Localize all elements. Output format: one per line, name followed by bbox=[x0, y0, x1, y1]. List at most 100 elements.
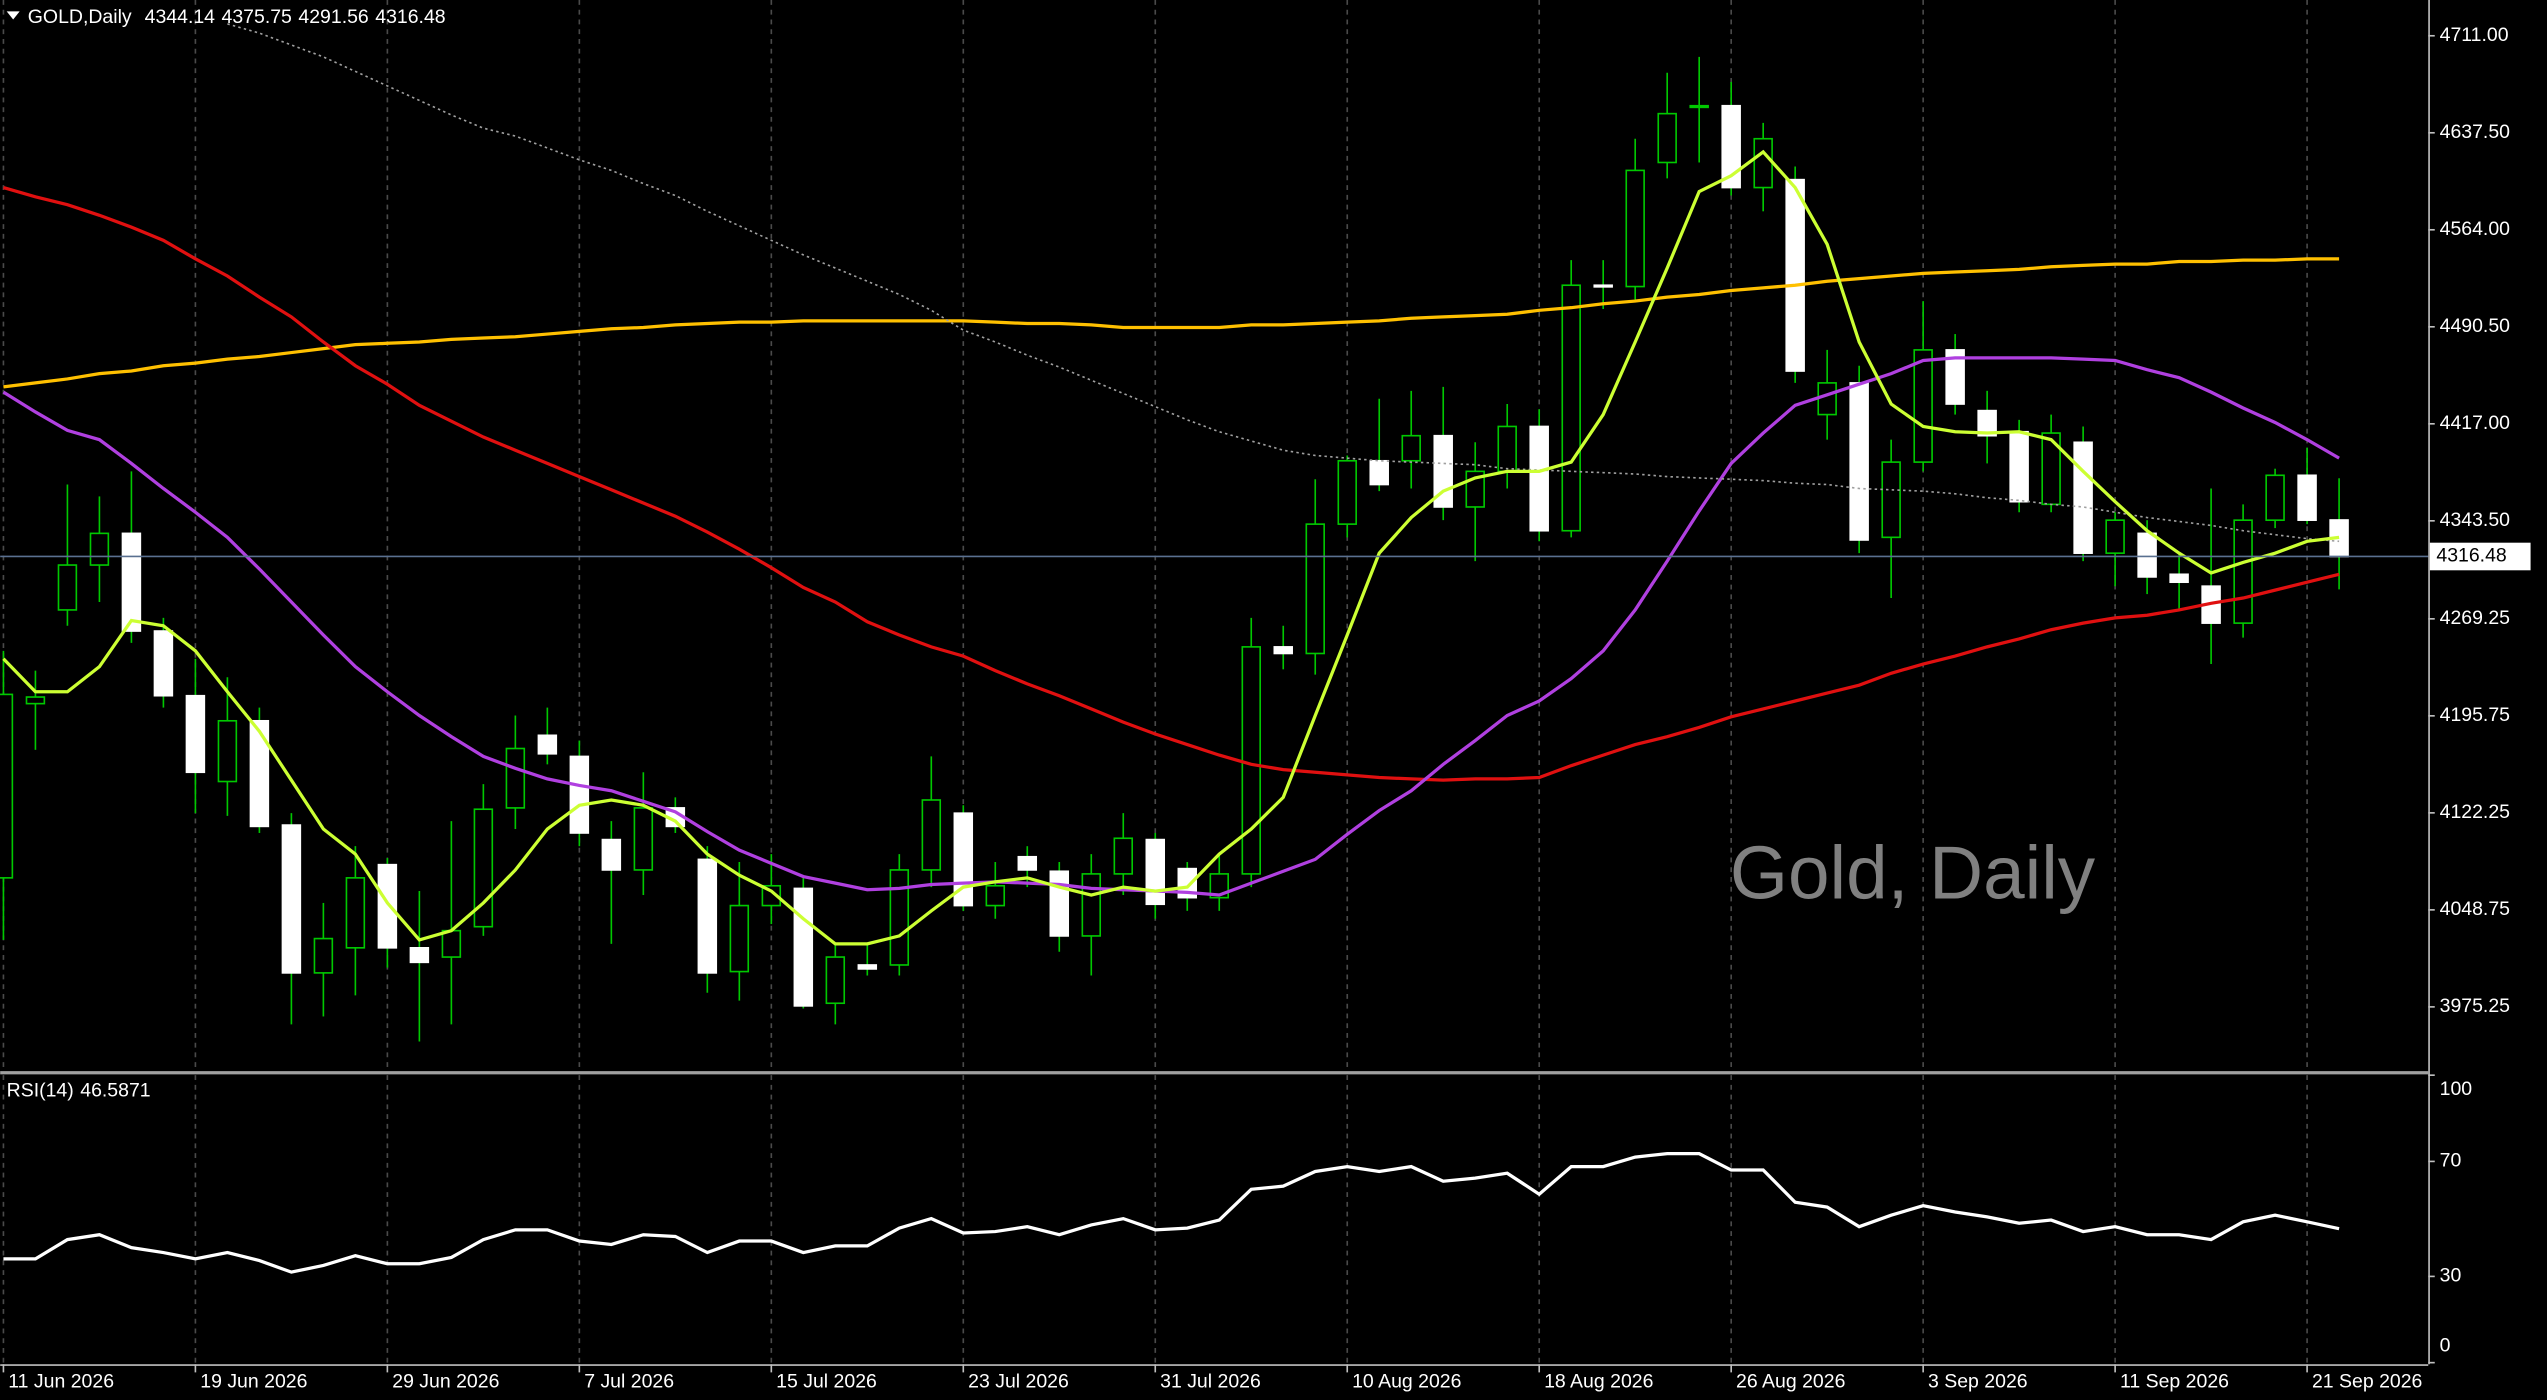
x-tick-label: 31 Jul 2026 bbox=[1160, 1370, 1261, 1392]
y-tick-label: 4711.00 bbox=[2440, 24, 2509, 46]
candle-body bbox=[1817, 382, 1837, 416]
candle-body bbox=[1561, 284, 1581, 532]
candle-body bbox=[1913, 349, 1933, 463]
candle-body bbox=[537, 734, 558, 755]
candle-body bbox=[633, 807, 654, 871]
x-tick-label: 11 Jun 2026 bbox=[8, 1370, 114, 1392]
candle-body bbox=[25, 696, 46, 705]
candle-body bbox=[601, 838, 622, 871]
candle-body bbox=[281, 824, 302, 974]
candle-body bbox=[1401, 434, 1421, 462]
y-tick-label: 100 bbox=[2440, 1078, 2473, 1100]
x-tick-label: 7 Jul 2026 bbox=[584, 1370, 674, 1392]
candle-body bbox=[2105, 519, 2125, 554]
candle-body bbox=[1881, 461, 1901, 539]
y-tick-label: 70 bbox=[2440, 1150, 2462, 1172]
x-tick-label: 11 Sep 2026 bbox=[2120, 1370, 2229, 1392]
candle-body bbox=[1337, 459, 1357, 525]
candle-body bbox=[0, 693, 14, 879]
candle-body bbox=[1785, 178, 1805, 372]
candle-body bbox=[1977, 409, 1997, 437]
candle-body bbox=[697, 858, 718, 974]
candle-body bbox=[57, 564, 78, 611]
candle-body bbox=[441, 929, 462, 958]
open-value: 4344.14 bbox=[145, 6, 216, 28]
candle-body bbox=[185, 694, 206, 774]
symbol: GOLD,Daily bbox=[28, 6, 132, 28]
candle-body bbox=[409, 947, 430, 964]
candle-body bbox=[1049, 870, 1070, 937]
candle-body bbox=[1017, 855, 1038, 871]
candle-body bbox=[1113, 837, 1134, 875]
x-tick-label: 3 Sep 2026 bbox=[1928, 1370, 2028, 1392]
y-tick-label: 4048.75 bbox=[2440, 898, 2511, 920]
candle-body bbox=[1081, 873, 1102, 937]
candle-body bbox=[761, 884, 782, 907]
y-tick-label: 0 bbox=[2440, 1335, 2451, 1357]
menu-arrow bbox=[6, 11, 20, 20]
y-tick-label: 4637.50 bbox=[2440, 121, 2511, 143]
moving-average bbox=[3, 257, 2340, 389]
candle-body bbox=[889, 869, 910, 966]
candle-body bbox=[1241, 646, 1261, 875]
candle-body bbox=[2169, 573, 2189, 584]
candle-body bbox=[1305, 523, 1325, 655]
close-value: 4316.48 bbox=[375, 6, 445, 28]
y-tick-label: 4122.25 bbox=[2440, 801, 2511, 823]
candle-body bbox=[569, 755, 590, 834]
x-tick-label: 19 Jun 2026 bbox=[200, 1370, 307, 1392]
candle-body bbox=[313, 937, 334, 974]
candle-body bbox=[2265, 474, 2285, 521]
x-tick-label: 23 Jul 2026 bbox=[968, 1370, 1069, 1392]
candle-body bbox=[2297, 474, 2317, 521]
candle-body bbox=[1145, 838, 1166, 906]
candle-body bbox=[825, 956, 846, 1005]
marks-layer bbox=[0, 23, 2429, 1274]
y-tick-label: 4343.50 bbox=[2440, 509, 2511, 531]
candle-body bbox=[1945, 349, 1965, 405]
candle-body bbox=[249, 719, 270, 828]
candle-body bbox=[217, 719, 238, 783]
y-tick-label: 4417.00 bbox=[2440, 412, 2511, 434]
x-tick-label: 29 Jun 2026 bbox=[392, 1370, 499, 1392]
y-tick-label: 4490.50 bbox=[2440, 315, 2511, 337]
rsi-line bbox=[3, 1152, 2340, 1274]
candle-body bbox=[1497, 425, 1517, 473]
candle-body bbox=[2233, 519, 2253, 624]
rsi-title: RSI(14) bbox=[7, 1080, 74, 1102]
candle-body bbox=[2137, 532, 2157, 578]
rsi-value: 46.5871 bbox=[80, 1080, 150, 1102]
candle-body bbox=[1753, 137, 1773, 189]
candle-body bbox=[1369, 459, 1389, 486]
y-tick-label: 4269.25 bbox=[2440, 607, 2511, 629]
x-tick-label: 15 Jul 2026 bbox=[776, 1370, 877, 1392]
candle-body bbox=[153, 630, 174, 697]
x-tick-label: 26 Aug 2026 bbox=[1736, 1370, 1845, 1392]
candle-body bbox=[1177, 867, 1198, 899]
candle-body bbox=[505, 747, 526, 809]
candle-body bbox=[1721, 104, 1741, 189]
watermark: Gold, Daily bbox=[1730, 830, 2096, 914]
y-tick-label: 30 bbox=[2440, 1265, 2462, 1287]
candle-body bbox=[1657, 112, 1677, 164]
candle-body bbox=[793, 887, 814, 1007]
moving-average bbox=[2, 356, 2340, 897]
price-tag-label: 4316.48 bbox=[2436, 545, 2506, 567]
moving-average bbox=[2, 185, 2340, 782]
candle-body bbox=[857, 964, 878, 970]
candle-body bbox=[2009, 430, 2029, 503]
candle-body bbox=[377, 863, 398, 949]
candle-body bbox=[729, 904, 750, 973]
candle-body bbox=[985, 884, 1006, 907]
candle-body bbox=[1273, 646, 1293, 655]
candle-body bbox=[89, 532, 110, 566]
x-tick-label: 18 Aug 2026 bbox=[1544, 1370, 1653, 1392]
candle-body bbox=[1689, 104, 1709, 109]
candle-body bbox=[1849, 382, 1869, 541]
price-tag bbox=[2429, 542, 2531, 571]
high-value: 4375.75 bbox=[222, 6, 293, 28]
candle-body bbox=[2073, 441, 2093, 554]
